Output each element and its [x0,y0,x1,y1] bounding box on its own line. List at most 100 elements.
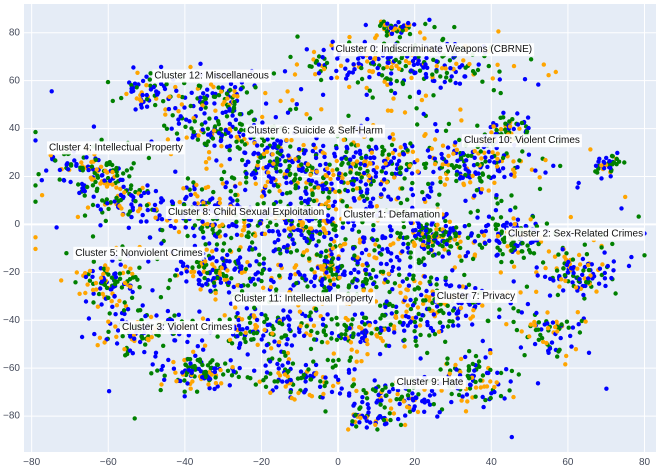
data-point [437,308,442,314]
data-point [422,36,427,41]
data-point [188,386,193,391]
data-point [253,181,258,186]
data-point [351,223,357,228]
data-point [547,346,553,351]
data-point [259,194,265,199]
data-point [447,219,452,224]
data-point [369,137,374,142]
data-point [424,75,429,80]
data-point [409,187,414,192]
data-point [288,250,294,255]
data-point [348,270,354,276]
data-point [559,277,564,282]
data-point [543,265,548,271]
data-point [561,288,566,293]
data-point [159,367,164,372]
data-point [608,169,614,174]
data-point [228,134,234,139]
data-point [374,256,379,261]
data-point [558,335,563,341]
data-point [388,398,393,403]
data-point [134,85,139,90]
data-point [608,165,613,171]
data-point [369,150,374,155]
data-point [509,434,514,440]
data-point [460,175,465,180]
data-point [114,165,119,171]
data-point [314,243,319,248]
data-point [397,283,402,289]
data-point [93,179,98,185]
data-point [596,281,602,286]
data-point [365,402,370,407]
data-point [146,338,151,343]
data-point [171,366,177,371]
data-point [57,177,62,182]
data-point [192,233,197,239]
data-point [313,372,318,377]
data-point [492,180,497,185]
data-point [227,248,233,253]
data-point [358,415,363,420]
data-point [232,267,237,272]
data-point [119,285,125,290]
data-point [576,180,581,186]
data-point [68,179,73,185]
data-point [494,193,499,198]
cluster-label-3: Cluster 3: Violent Crimes [120,321,235,335]
data-point [434,63,439,69]
data-point [498,90,503,96]
data-point [308,279,314,284]
data-point [419,292,424,298]
data-point [458,107,463,112]
data-point [281,316,286,321]
data-point [480,394,485,400]
data-point [462,224,467,229]
data-point [355,260,360,265]
data-point [334,337,340,342]
data-point [233,305,238,310]
data-point [393,57,398,63]
data-point [504,322,509,327]
data-point [167,278,173,283]
data-point [208,360,213,365]
data-point [99,173,105,178]
data-point [288,54,293,60]
data-point [331,227,336,232]
data-point [257,379,262,384]
data-point [374,326,380,332]
data-point [288,171,293,176]
data-point [405,245,410,250]
data-point [510,117,515,122]
data-point [346,161,351,166]
data-point [402,422,408,428]
data-point [248,279,254,284]
data-point [91,300,96,305]
data-point [176,93,181,99]
data-point [518,345,524,350]
data-point [253,85,258,90]
data-point [320,316,326,322]
data-point [415,169,420,174]
data-point [384,33,389,38]
data-point [263,375,269,380]
data-point [78,165,83,170]
data-point [220,181,226,186]
data-point [339,179,344,185]
data-point [356,56,361,61]
data-point [375,416,381,421]
data-point [320,277,325,282]
data-point [289,395,294,401]
data-point [371,281,376,287]
data-point [543,170,548,175]
data-point [509,193,514,198]
data-point [239,317,245,322]
data-point [140,303,145,308]
data-point [268,371,273,376]
data-point [103,168,108,173]
data-point [626,263,632,269]
data-point [137,339,143,345]
data-point [255,342,260,347]
data-point [479,187,485,192]
data-point [298,369,304,374]
